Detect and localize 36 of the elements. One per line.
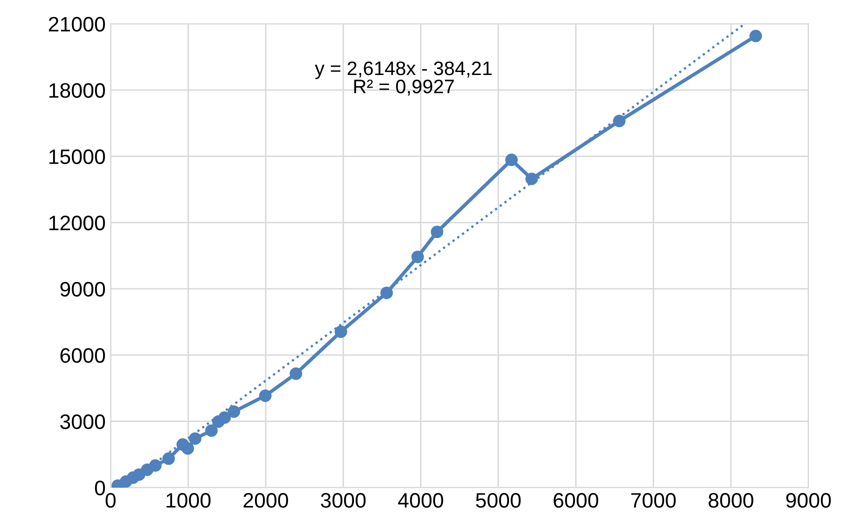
point <box>525 172 538 186</box>
x-tick-label: 3000 <box>320 493 366 508</box>
y-tick-label: 15000 <box>49 149 105 164</box>
point <box>380 286 393 300</box>
y-tick-label: 6000 <box>60 348 105 363</box>
x-tick-label: 9000 <box>786 493 831 508</box>
point <box>228 405 240 418</box>
x-tick-label: 0 <box>106 493 116 508</box>
y-tick-label: 9000 <box>60 282 105 297</box>
point <box>182 442 194 455</box>
x-tick-label: 2000 <box>244 493 288 508</box>
point <box>613 114 626 128</box>
x-tick-label: 1000 <box>166 493 211 508</box>
point <box>334 325 348 338</box>
point <box>430 226 444 238</box>
y-tick-label: 0 <box>94 480 105 496</box>
point <box>290 367 302 380</box>
point <box>205 424 218 437</box>
point <box>749 30 762 42</box>
point <box>411 250 424 264</box>
y-tick-label: 12000 <box>49 216 105 230</box>
x-tick-label: 6000 <box>554 493 598 508</box>
y-tick-label: 18000 <box>49 83 105 98</box>
annotation: y = 2,6148x - 384,21 R² = 0,9927 <box>314 61 492 96</box>
x-tick-label: 7000 <box>631 493 676 508</box>
point <box>162 452 175 465</box>
point <box>188 432 202 445</box>
point <box>218 411 231 424</box>
x-tick-label: 5000 <box>476 493 521 508</box>
y-tick-label: 21000 <box>48 16 105 32</box>
point <box>259 389 272 402</box>
x-tick-label: 4000 <box>398 493 444 508</box>
point <box>149 459 162 472</box>
x-tick-label: 8000 <box>708 493 754 508</box>
point <box>505 154 518 166</box>
y-tick-label: 3000 <box>60 414 105 430</box>
